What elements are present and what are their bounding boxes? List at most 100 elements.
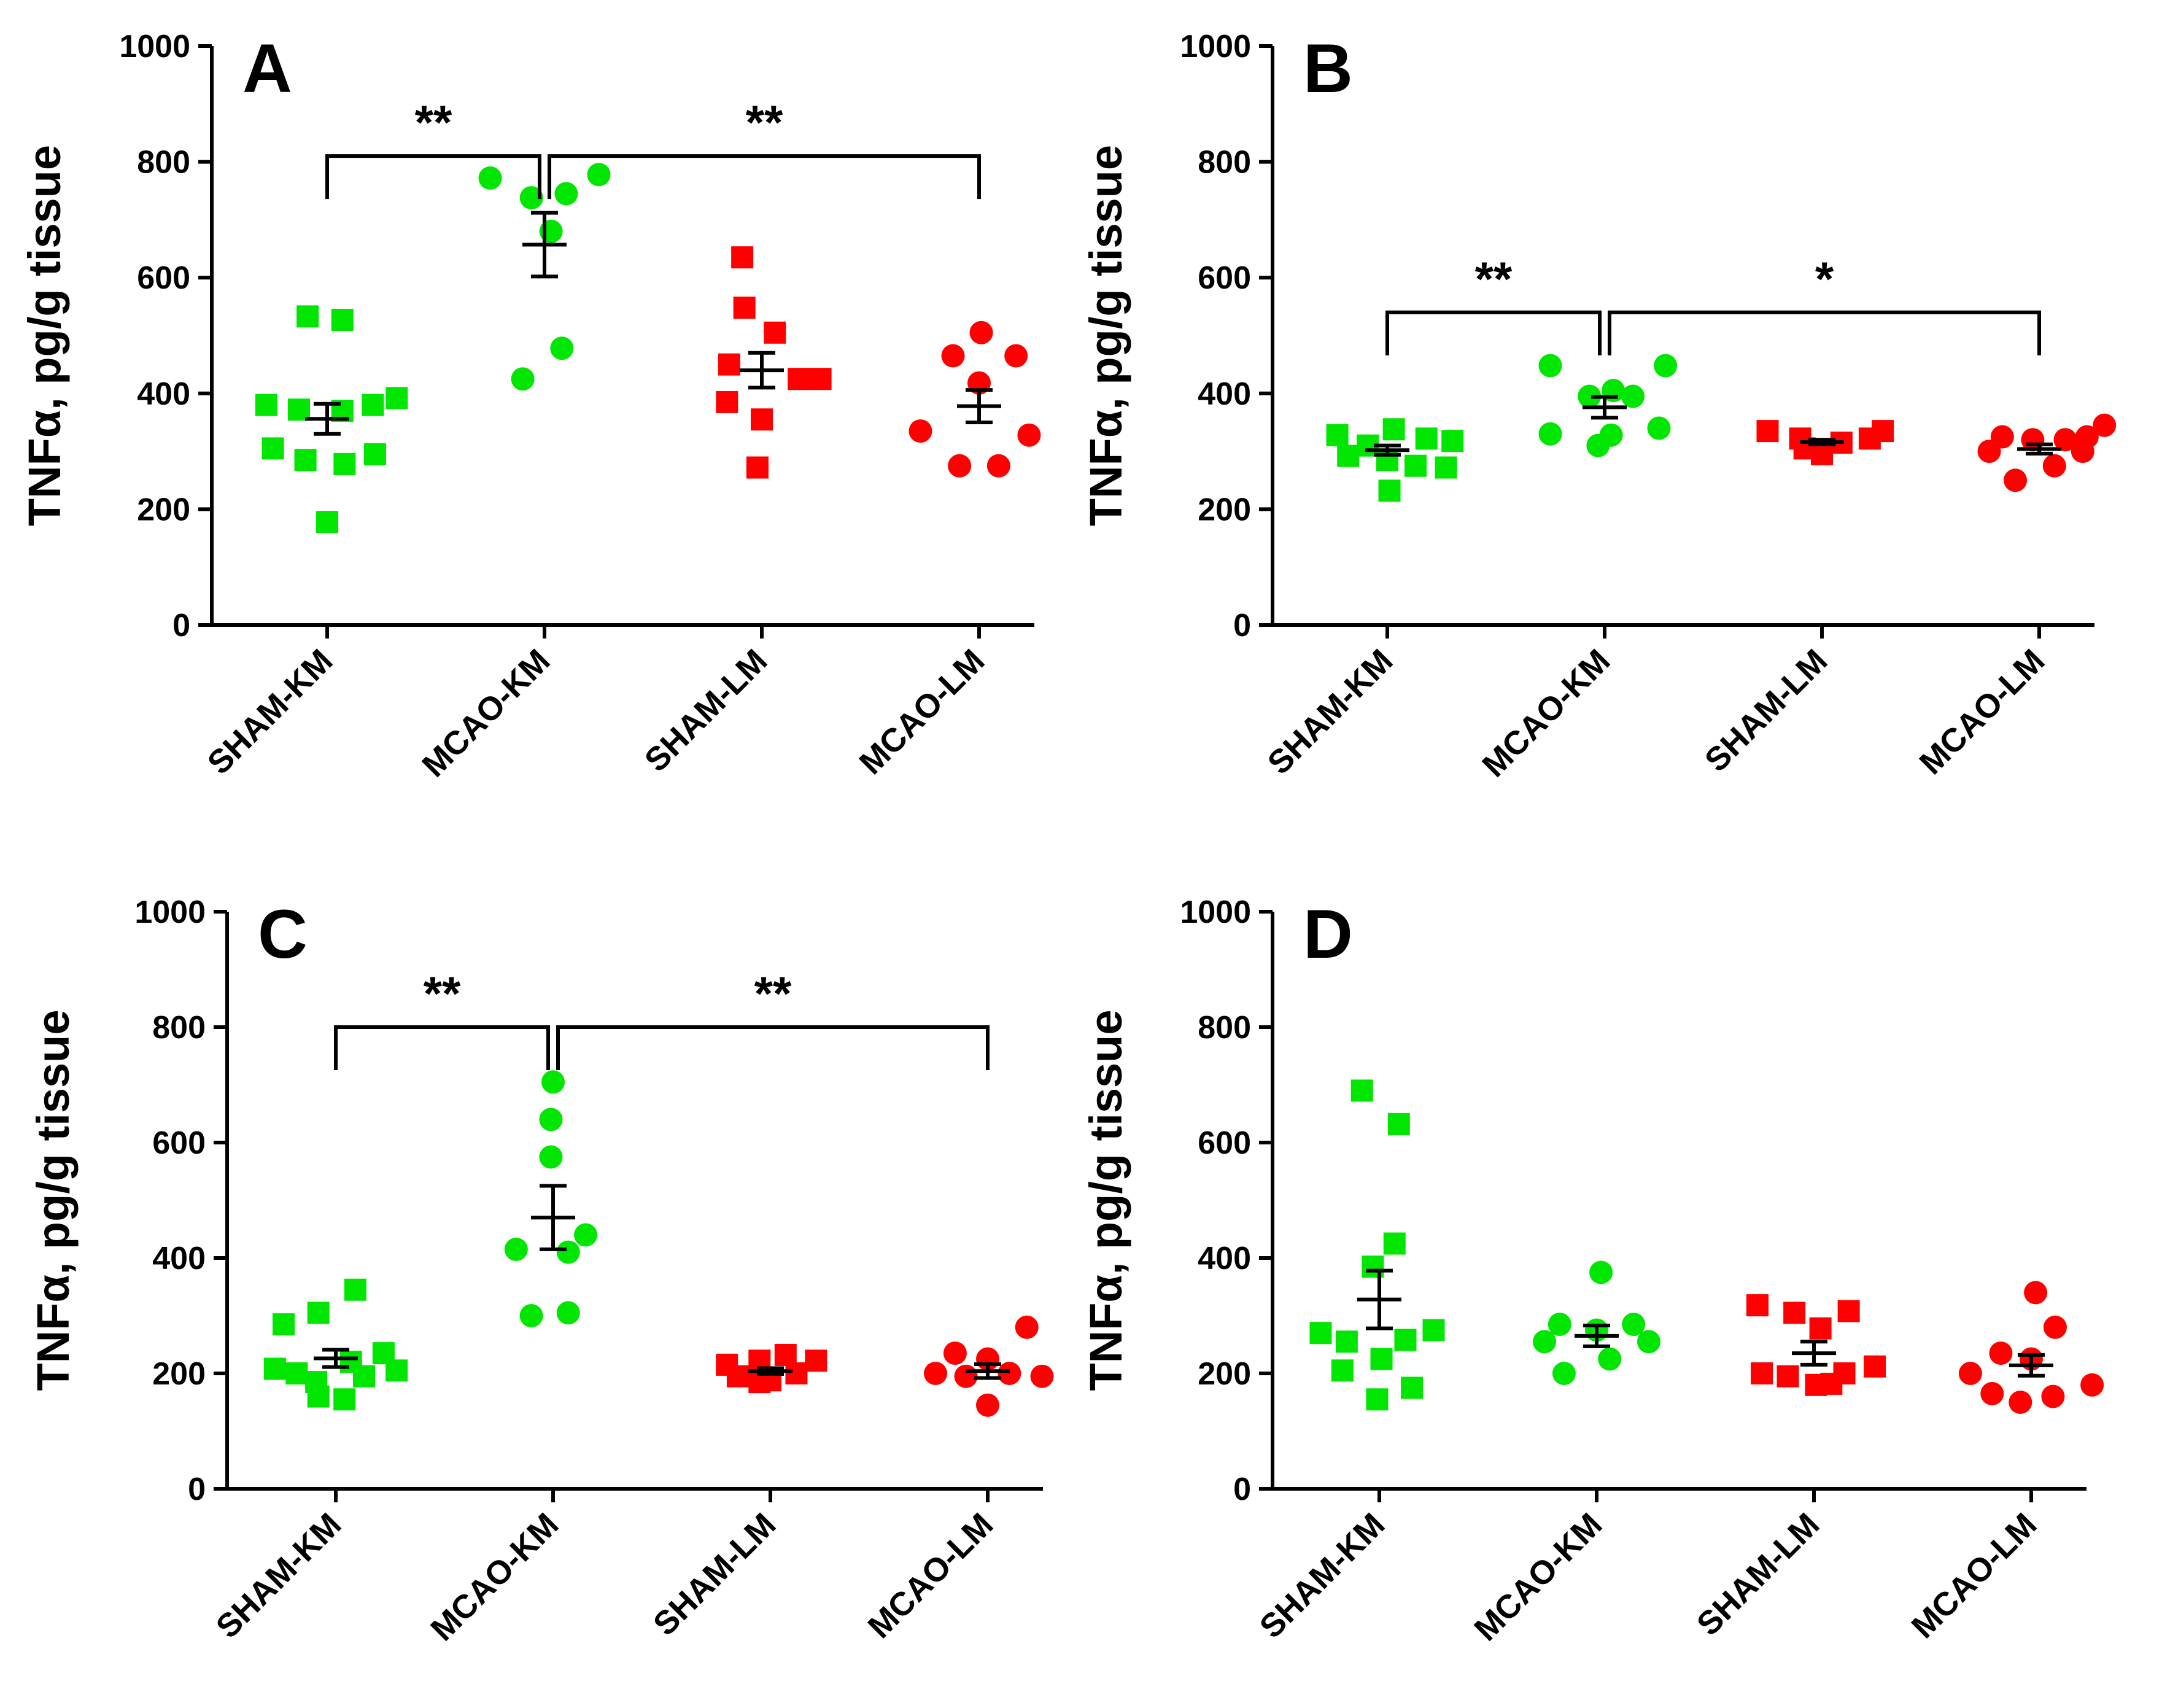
data-point	[587, 163, 611, 187]
data-point	[2041, 1384, 2065, 1408]
data-point	[1622, 1313, 1646, 1337]
x-tick-label: SHAM-LM	[638, 642, 775, 779]
data-point	[1331, 1359, 1354, 1382]
data-point	[539, 1108, 563, 1132]
y-tick-label: 600	[1198, 1125, 1251, 1161]
data-point	[287, 398, 310, 421]
x-tick-label: MCAO-LM	[861, 1506, 1001, 1645]
significance-bracket	[548, 154, 981, 200]
data-point	[333, 1388, 356, 1411]
data-point	[1401, 1376, 1424, 1399]
significance-label: **	[754, 966, 792, 1020]
data-point	[716, 390, 738, 413]
data-point	[924, 1362, 948, 1385]
data-point	[1415, 427, 1438, 450]
panel-d: 0 200 400 600 800 1000 TNFα, pg/g tissue D SHAM-…	[1080, 895, 2104, 1648]
x-tick-label: MCAO-LM	[1905, 1506, 2044, 1645]
data-point	[1538, 354, 1562, 378]
data-point	[1533, 1330, 1557, 1354]
panel-c: 0 200 400 600 800 1000 TNFα, pg/g tissue C SHAM-…	[28, 895, 1054, 1648]
x-tick-label: MCAO-KM	[1475, 642, 1617, 784]
data-point	[386, 1359, 408, 1382]
data-point	[764, 321, 786, 344]
data-point	[333, 452, 356, 475]
data-point	[1405, 454, 1427, 477]
data-point	[1382, 418, 1405, 441]
data-point	[262, 437, 284, 460]
panel-letter: C	[258, 896, 308, 972]
data-point	[1383, 1232, 1406, 1255]
data-point	[478, 166, 502, 190]
data-point	[519, 186, 543, 210]
data-point	[294, 449, 317, 472]
data-point	[2004, 468, 2028, 492]
data-point	[1015, 1315, 1039, 1339]
data-point	[344, 1278, 366, 1301]
data-point	[2024, 1281, 2048, 1305]
data-point	[774, 1343, 797, 1366]
y-tick-label: 0	[1233, 1472, 1251, 1507]
y-axis-title: TNFα, pg/g tissue	[28, 1009, 79, 1391]
significance-label: **	[1475, 252, 1513, 306]
x-tick-label: MCAO-KM	[415, 642, 557, 784]
data-point	[550, 336, 574, 360]
data-point	[1872, 420, 1894, 443]
panel-letter: B	[1303, 30, 1353, 107]
significance-label: **	[746, 95, 783, 149]
data-point	[909, 419, 932, 443]
significance-bracket	[1385, 310, 1602, 355]
data-point	[1809, 1317, 1832, 1340]
data-point	[1776, 1365, 1799, 1388]
data-point	[554, 182, 578, 206]
y-tick-label: 0	[188, 1472, 206, 1507]
y-tick-label: 200	[152, 1356, 206, 1392]
data-point	[943, 1341, 967, 1365]
x-tick-label: SHAM-KM	[1261, 642, 1400, 782]
significance-label: *	[1815, 252, 1834, 306]
data-point	[1837, 1300, 1860, 1322]
significance-bracket	[1608, 310, 2041, 355]
data-point	[1746, 1294, 1769, 1317]
data-point	[1378, 479, 1401, 502]
data-point	[1435, 456, 1457, 479]
data-point	[1309, 1322, 1332, 1345]
x-tick-label: SHAM-LM	[1698, 642, 1835, 779]
data-point	[1366, 1388, 1389, 1411]
data-point	[809, 368, 832, 390]
data-point	[1552, 1362, 1576, 1385]
data-point	[1441, 430, 1464, 452]
data-point	[2093, 413, 2117, 437]
data-point	[1647, 416, 1671, 440]
data-point	[363, 443, 386, 465]
data-point	[511, 367, 535, 391]
data-point	[733, 297, 756, 319]
y-axis-title: TNFα, pg/g tissue	[1080, 1009, 1131, 1391]
x-tick-label: MCAO-LM	[1913, 642, 2052, 782]
y-tick-label: 200	[1198, 1356, 1251, 1392]
data-point	[296, 305, 319, 328]
data-point	[1980, 1381, 2004, 1405]
data-point	[746, 456, 769, 479]
data-point	[1589, 1260, 1613, 1284]
data-point	[316, 511, 338, 534]
y-tick-label: 800	[1198, 1010, 1251, 1046]
data-point	[1387, 1112, 1410, 1135]
data-point	[1811, 443, 1833, 465]
x-tick-label: MCAO-KM	[1467, 1506, 1609, 1648]
y-axis-title: TNFα, pg/g tissue	[1080, 145, 1131, 526]
panel-a: 0 200 400 600 800 1000 TNFα, pg/g tissue A SHAM-…	[19, 29, 1041, 784]
data-point	[504, 1237, 528, 1261]
x-tick-label: SHAM-KM	[1253, 1506, 1392, 1645]
data-point	[805, 1349, 827, 1372]
x-tick-label: SHAM-LM	[1690, 1506, 1827, 1643]
data-point	[263, 1357, 286, 1380]
data-point	[731, 246, 754, 269]
y-tick-label: 200	[1198, 492, 1251, 527]
data-point	[2009, 1391, 2032, 1414]
panel-b: 0 200 400 600 800 1000 TNFα, pg/g tissue B SHAM-…	[1080, 29, 2117, 784]
y-tick-label: 400	[137, 376, 190, 412]
y-tick-label: 600	[152, 1125, 206, 1161]
data-point	[1017, 423, 1041, 447]
data-point	[353, 1365, 376, 1388]
